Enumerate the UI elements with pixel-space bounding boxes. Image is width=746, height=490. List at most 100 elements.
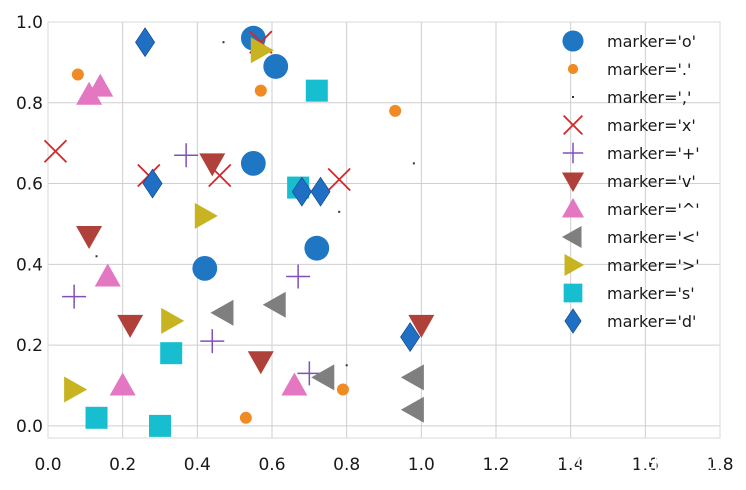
x-tick-label: 1.0 xyxy=(408,455,435,475)
legend-label: marker='d' xyxy=(607,312,696,331)
data-point xyxy=(400,322,421,352)
legend-entry: marker='v' xyxy=(561,172,696,193)
data-point xyxy=(345,364,348,367)
plot-frame xyxy=(47,21,721,439)
x-tick-label: 1.4 xyxy=(557,455,584,475)
data-point xyxy=(71,68,84,81)
legend-marker xyxy=(563,283,583,303)
series-1 xyxy=(71,68,402,424)
legend-marker xyxy=(567,63,579,75)
legend-label: marker=',' xyxy=(607,88,691,107)
legend-entry: marker='x' xyxy=(563,115,696,135)
series-0 xyxy=(192,25,330,281)
data-point xyxy=(297,361,322,386)
data-point xyxy=(87,73,114,97)
legend-label: marker='v' xyxy=(607,172,696,191)
data-point xyxy=(62,284,87,309)
y-tick-label: 0.8 xyxy=(16,94,43,114)
legend-entry: marker='s' xyxy=(563,283,695,303)
legend-entry: marker='^' xyxy=(561,197,700,219)
data-point xyxy=(281,372,308,396)
series-7 xyxy=(210,291,424,423)
data-point xyxy=(192,255,218,281)
x-axis-ticks: 0.0 0.2 0.4 0.6 0.8 1.0 1.2 1.4 1.6 1.8 xyxy=(34,455,733,475)
data-point xyxy=(400,364,424,391)
data-point xyxy=(304,235,330,261)
data-point xyxy=(311,364,335,391)
data-point xyxy=(338,210,341,213)
data-points xyxy=(43,25,435,437)
y-tick-label: 0.4 xyxy=(16,255,43,275)
data-point xyxy=(76,226,103,250)
legend-entry: marker=',' xyxy=(572,88,691,107)
y-tick-label: 1.0 xyxy=(16,13,43,33)
data-point xyxy=(94,263,121,287)
x-tick-label: 0.0 xyxy=(34,455,61,475)
series-6 xyxy=(76,73,308,396)
legend-entry: marker='o' xyxy=(562,30,696,52)
data-point xyxy=(161,307,185,334)
data-point xyxy=(239,411,252,424)
data-point xyxy=(160,342,183,365)
x-tick-label: 0.6 xyxy=(258,455,285,475)
legend-marker xyxy=(563,115,583,135)
data-point xyxy=(174,143,199,168)
y-tick-label: 0.2 xyxy=(16,336,43,356)
legend-entry: marker='>' xyxy=(564,253,700,277)
data-point xyxy=(250,37,274,64)
legend-label: marker='o' xyxy=(607,32,696,51)
series-8 xyxy=(64,37,274,403)
legend-marker xyxy=(572,96,574,98)
legend-entry: marker='+' xyxy=(562,142,700,164)
legend-label: marker='<' xyxy=(607,228,700,247)
legend-label: marker='^' xyxy=(607,200,700,219)
series-5 xyxy=(76,153,435,375)
data-point xyxy=(200,329,225,354)
data-point xyxy=(400,396,424,423)
y-tick-label: 0.0 xyxy=(16,417,43,437)
series-9 xyxy=(85,79,328,437)
legend-label: marker='>' xyxy=(607,256,700,275)
data-point xyxy=(76,81,103,105)
legend-marker xyxy=(561,172,585,193)
data-point xyxy=(305,79,328,102)
legend-entry: marker='d' xyxy=(564,308,696,334)
data-point xyxy=(254,84,267,97)
data-point xyxy=(43,139,68,163)
data-point xyxy=(199,153,226,177)
data-point xyxy=(135,27,156,58)
data-point xyxy=(336,383,349,396)
legend-marker xyxy=(561,225,582,249)
legend: marker='o' marker='.' marker=',' marker='x'… xyxy=(561,30,700,334)
data-point xyxy=(412,162,415,165)
legend-label: marker='x' xyxy=(607,116,696,135)
data-point xyxy=(109,372,136,396)
data-point xyxy=(85,406,108,429)
data-point xyxy=(262,291,286,318)
legend-marker xyxy=(564,253,585,277)
legend-label: marker='s' xyxy=(607,284,695,303)
x-tick-label: 0.8 xyxy=(333,455,360,475)
legend-entry: marker='<' xyxy=(561,225,700,249)
data-point xyxy=(310,176,331,207)
data-point xyxy=(291,176,312,207)
y-tick-label: 0.6 xyxy=(16,175,43,195)
watermark-text: 知乎 @木木西里科技 xyxy=(520,449,725,474)
data-point xyxy=(263,54,289,79)
data-point xyxy=(327,167,351,192)
data-point xyxy=(117,314,144,338)
data-point xyxy=(64,376,88,403)
data-point xyxy=(210,299,234,326)
data-point xyxy=(286,264,311,289)
x-tick-label: 1.2 xyxy=(482,455,509,475)
x-tick-label: 0.2 xyxy=(109,455,136,475)
series-10 xyxy=(135,27,421,352)
legend-entry: marker='.' xyxy=(567,60,691,79)
legend-marker xyxy=(561,197,585,218)
x-tick-label: 1.6 xyxy=(632,455,659,475)
series-4 xyxy=(62,143,322,386)
legend-marker xyxy=(562,30,584,52)
data-point xyxy=(222,41,225,44)
